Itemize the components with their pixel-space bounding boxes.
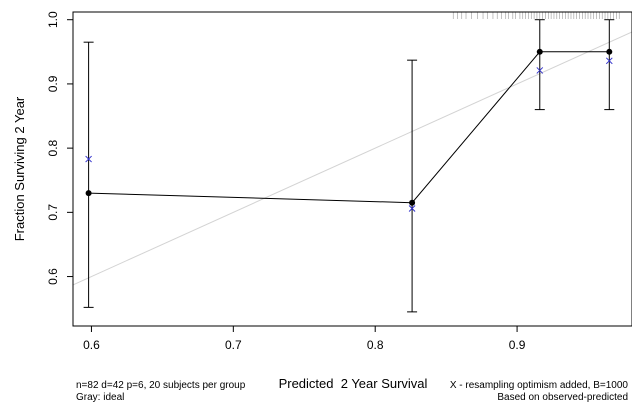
observed-point: [536, 48, 543, 55]
sample-size-note: n=82 d=42 p=6, 20 subjects per group Gra…: [76, 380, 245, 404]
basis-line: Based on observed-predicted: [497, 392, 628, 403]
corrected-point-stroke: [536, 67, 544, 74]
y-axis-title: Fraction Surviving 2 Year: [12, 96, 27, 241]
corrected-point: [536, 67, 544, 74]
x-tick-label: 0.9: [509, 338, 526, 352]
ideal-line: [73, 31, 632, 286]
corrected-point-stroke: [85, 155, 92, 163]
observed-point: [606, 48, 613, 55]
y-tick-label: 1.0: [46, 11, 60, 28]
corrected-point-stroke: [408, 205, 416, 212]
y-tick-label: 0.7: [46, 204, 60, 221]
y-tick-label: 0.8: [46, 139, 60, 156]
ideal-legend-line: Gray: ideal: [76, 392, 125, 403]
plot-frame: [72, 11, 632, 327]
corrected-point-stroke: [605, 57, 613, 65]
sample-size-line: n=82 d=42 p=6, 20 subjects per group: [76, 380, 246, 391]
observed-series-line: [88, 51, 610, 204]
corrected-point: [408, 205, 416, 212]
resampling-line: X - resampling optimism added, B=1000: [449, 380, 628, 391]
resampling-note: X - resampling optimism added, B=1000 Ba…: [450, 380, 628, 404]
observed-point: [409, 199, 416, 206]
x-tick-label: 0.8: [367, 338, 384, 352]
corrected-point: [85, 155, 92, 163]
x-tick-label: 0.6: [83, 338, 100, 352]
x-tick-label: 0.7: [225, 338, 242, 352]
corrected-point: [605, 57, 613, 65]
observed-point: [85, 190, 92, 197]
y-tick-label: 0.9: [46, 75, 60, 92]
x-axis-title: Predicted 2 Year Survival: [279, 376, 428, 391]
y-tick-label: 0.6: [46, 268, 60, 285]
